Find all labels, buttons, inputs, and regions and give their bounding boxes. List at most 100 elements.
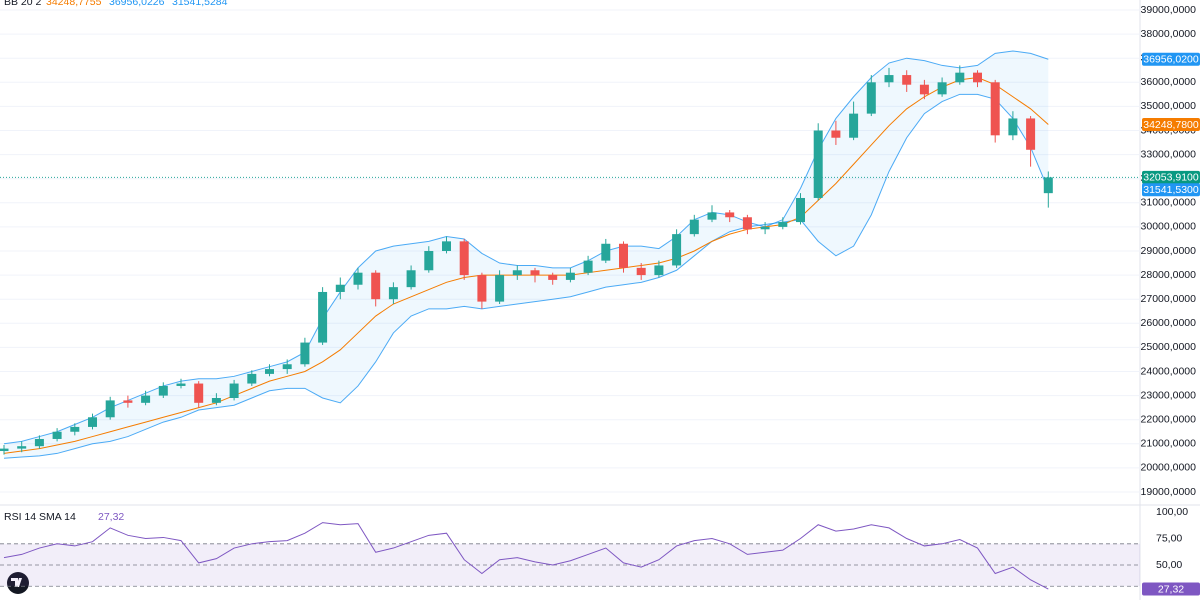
candle-body bbox=[406, 270, 416, 288]
candle-body bbox=[194, 383, 204, 403]
legend-value: 36956,0226 bbox=[109, 0, 165, 8]
candle-body bbox=[619, 243, 628, 268]
y-tick-label: 39000,0000 bbox=[1141, 4, 1197, 16]
candle-body bbox=[937, 82, 947, 95]
price-tag bbox=[1142, 118, 1200, 132]
candle-body bbox=[796, 197, 805, 223]
price-tag bbox=[1142, 170, 1200, 184]
y-tick-label: 26000,0000 bbox=[1141, 317, 1197, 329]
candle-body bbox=[990, 82, 1000, 136]
y-tick-label: 50,00 bbox=[1156, 559, 1182, 571]
candle-body bbox=[548, 275, 558, 280]
candle-body bbox=[849, 113, 859, 138]
price-tag-label: 31541,5300 bbox=[1143, 184, 1199, 196]
candle-body bbox=[601, 243, 611, 261]
candle-body bbox=[105, 400, 115, 418]
candle-body bbox=[318, 291, 328, 343]
candle-body bbox=[34, 438, 44, 447]
candle-body bbox=[477, 275, 487, 302]
candle-body bbox=[442, 241, 451, 251]
candle-body bbox=[335, 284, 345, 292]
candle-body bbox=[88, 417, 97, 427]
candle-body bbox=[265, 369, 274, 374]
candle-body bbox=[158, 385, 168, 396]
y-tick-label: 29000,0000 bbox=[1141, 245, 1197, 257]
candle-body bbox=[388, 287, 398, 300]
candle-body bbox=[70, 426, 80, 432]
candle-body bbox=[141, 395, 151, 403]
y-tick-label: 23000,0000 bbox=[1141, 389, 1197, 401]
y-tick-label: 35000,0000 bbox=[1141, 100, 1197, 112]
candle-body bbox=[778, 222, 788, 227]
candle-body bbox=[176, 383, 186, 386]
y-tick-label: 19000,0000 bbox=[1141, 486, 1197, 498]
candle-body bbox=[512, 270, 522, 276]
y-tick-label: 21000,0000 bbox=[1141, 438, 1197, 450]
price-tag bbox=[1142, 183, 1200, 197]
rsi-line bbox=[3, 522, 1049, 590]
legend-title: BB 20 2 bbox=[4, 0, 42, 8]
legend-value: 34248,7755 bbox=[46, 0, 102, 8]
y-tick-label: 75,00 bbox=[1156, 532, 1182, 544]
candle-body bbox=[1043, 177, 1053, 194]
price-tag-label: 27,32 bbox=[1158, 583, 1184, 595]
candle-body bbox=[211, 397, 221, 403]
candle-body bbox=[866, 82, 876, 114]
candle-body bbox=[689, 219, 699, 235]
price-tag bbox=[1142, 582, 1200, 596]
candle-body bbox=[583, 260, 593, 273]
candle-body bbox=[831, 130, 841, 138]
candle-body bbox=[725, 212, 735, 218]
y-tick-label: 20000,0000 bbox=[1141, 462, 1197, 474]
price-tag-label: 36956,0200 bbox=[1143, 54, 1199, 66]
price-tag bbox=[1142, 52, 1200, 66]
candle-body bbox=[424, 250, 434, 271]
candle-body bbox=[530, 270, 540, 276]
y-tick-label: 38000,0000 bbox=[1141, 28, 1197, 40]
y-tick-label: 27000,0000 bbox=[1141, 293, 1197, 305]
candle-body bbox=[902, 75, 912, 85]
candle-body bbox=[459, 241, 469, 276]
band-upper bbox=[3, 50, 1049, 445]
rsi-title: RSI 14 SMA 14 bbox=[4, 511, 76, 523]
candle-body bbox=[884, 75, 894, 83]
candle-body bbox=[973, 72, 982, 83]
candle-body bbox=[636, 267, 646, 276]
candle-body bbox=[495, 275, 505, 302]
price-tag-label: 34248,7800 bbox=[1143, 119, 1199, 131]
y-tick-label: 30000,0000 bbox=[1141, 221, 1197, 233]
y-tick-label: 25000,0000 bbox=[1141, 341, 1197, 353]
candle-body bbox=[1026, 118, 1036, 150]
candle-body bbox=[919, 84, 929, 95]
candle-body bbox=[229, 383, 239, 398]
band-middle bbox=[3, 76, 1049, 454]
candle-body bbox=[371, 272, 381, 300]
candle-body bbox=[707, 212, 717, 220]
logo-glyph bbox=[11, 578, 22, 587]
candle-body bbox=[955, 72, 965, 83]
y-tick-label: 100,00 bbox=[1156, 506, 1188, 518]
candle-body bbox=[565, 272, 575, 280]
price-tag-label: 32053,9100 bbox=[1143, 172, 1199, 184]
y-tick-label: 36000,0000 bbox=[1141, 76, 1197, 88]
y-tick-label: 22000,0000 bbox=[1141, 413, 1197, 425]
candle-body bbox=[1008, 118, 1018, 136]
candle-body bbox=[654, 265, 664, 276]
candle-body bbox=[123, 400, 133, 403]
candle-body bbox=[672, 234, 682, 266]
candle-body bbox=[0, 448, 9, 452]
y-tick-label: 31000,0000 bbox=[1141, 197, 1197, 209]
candle-body bbox=[17, 446, 27, 449]
y-tick-label: 24000,0000 bbox=[1141, 365, 1197, 377]
candle-body bbox=[300, 342, 310, 365]
candle-body bbox=[742, 217, 752, 230]
band-lower bbox=[3, 93, 1049, 459]
candle-body bbox=[282, 364, 292, 370]
legend-value: 31541,5284 bbox=[172, 0, 228, 8]
candle-body bbox=[813, 130, 823, 198]
y-tick-label: 28000,0000 bbox=[1141, 269, 1197, 281]
y-tick-label: 33000,0000 bbox=[1141, 148, 1197, 160]
candle-body bbox=[52, 431, 62, 439]
